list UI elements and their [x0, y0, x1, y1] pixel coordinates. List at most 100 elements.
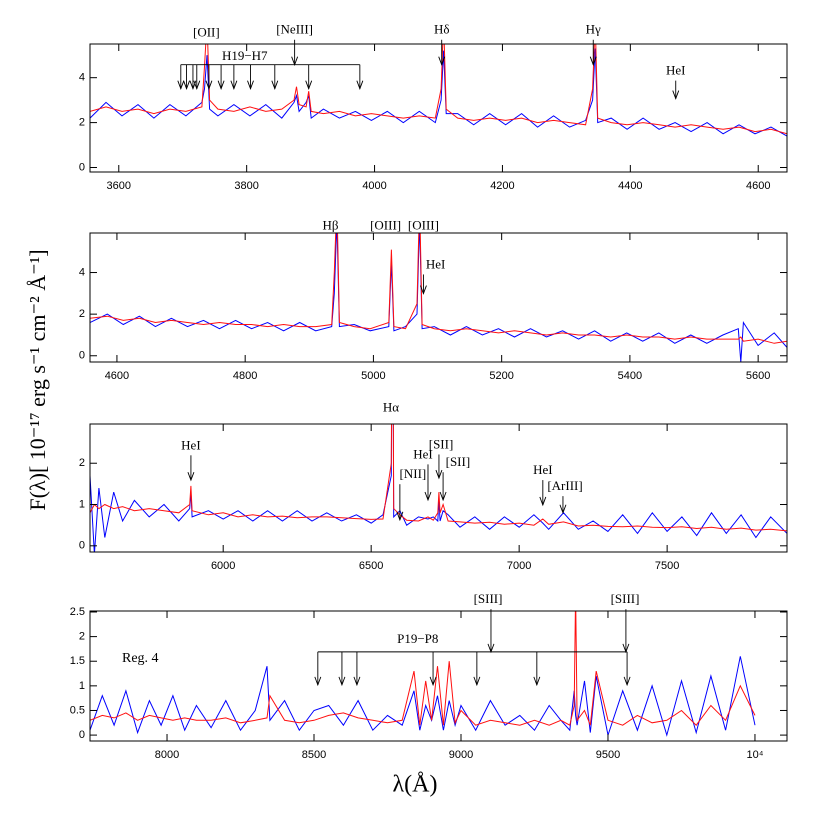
- x-tick-label: 6000: [211, 560, 235, 572]
- line-label: HeI: [181, 437, 201, 452]
- y-tick-label: 2.5: [70, 606, 85, 618]
- line-arrow-head: [435, 469, 443, 480]
- x-tick-label: 10⁴: [746, 749, 763, 761]
- x-tick-label: 8500: [302, 749, 326, 761]
- line-label: [NII]: [400, 466, 427, 481]
- spectrum-line: [90, 44, 787, 135]
- line-marker-head: [533, 676, 541, 687]
- line-marker-head: [193, 80, 201, 90]
- x-tick-label: 4800: [233, 370, 257, 382]
- line-label: [ArIII]: [547, 478, 582, 493]
- line-label: [SIII]: [611, 591, 640, 606]
- x-tick-label: 5200: [489, 370, 513, 382]
- x-tick-label: 4600: [746, 180, 770, 192]
- y-tick-label: 0.5: [70, 704, 85, 716]
- x-tick-label: 4400: [618, 180, 642, 192]
- x-tick-label: 5000: [361, 370, 385, 382]
- line-marker-head: [230, 80, 238, 90]
- plot-frame: [89, 43, 788, 173]
- y-tick-label: 1.5: [70, 655, 85, 667]
- y-tick-label: 0: [79, 161, 85, 173]
- spectrum-line: [90, 48, 787, 137]
- line-marker-head: [473, 676, 481, 687]
- line-label: Hα: [383, 399, 399, 414]
- group-label: P19−P8: [397, 631, 438, 646]
- y-tick-label: 0: [79, 350, 85, 362]
- y-tick-label: 4: [79, 266, 85, 278]
- line-marker-head: [217, 80, 225, 90]
- spectrum-line: [90, 233, 787, 344]
- line-label: [NeIII]: [276, 22, 313, 37]
- plot-frame: [89, 232, 788, 363]
- x-tick-label: 3800: [234, 180, 258, 192]
- line-arrow-head: [187, 471, 195, 482]
- y-axis-title: F(λ)[ 10⁻¹⁷ erg s⁻¹ cm⁻² Å⁻¹]: [25, 249, 50, 510]
- line-label: [SIII]: [474, 591, 503, 606]
- line-marker-head: [314, 676, 322, 687]
- line-arrow-head: [420, 285, 427, 295]
- line-label: Hβ: [322, 217, 338, 232]
- spectrum-line: [90, 233, 787, 362]
- line-arrow-head: [438, 56, 446, 66]
- line-arrow-head: [559, 504, 567, 515]
- x-axis-title: λ(Å): [393, 772, 438, 798]
- line-marker-head: [183, 80, 190, 90]
- line-marker-head: [356, 80, 364, 90]
- x-tick-label: 7000: [507, 560, 531, 572]
- line-marker-head: [623, 676, 631, 687]
- line-label: [OII]: [193, 25, 220, 40]
- x-tick-label: 4600: [105, 370, 129, 382]
- line-label: HeI: [533, 462, 553, 477]
- line-marker-head: [305, 80, 313, 90]
- y-tick-label: 1: [79, 680, 85, 692]
- y-tick-label: 0: [79, 729, 85, 741]
- spectrum-line: [90, 656, 756, 738]
- line-marker-head: [353, 676, 361, 687]
- line-arrow-head: [672, 90, 680, 100]
- y-tick-label: 2: [79, 631, 85, 643]
- line-label: Hγ: [586, 22, 601, 37]
- line-marker-head: [338, 676, 346, 687]
- x-tick-label: 8000: [155, 749, 179, 761]
- line-marker-head: [205, 80, 213, 90]
- line-marker-head: [271, 80, 279, 90]
- line-label: [OIII]: [408, 217, 439, 232]
- y-tick-label: 2: [79, 457, 85, 469]
- y-tick-label: 1: [79, 498, 85, 510]
- line-arrow-head: [539, 496, 547, 507]
- region-label: Reg. 4: [122, 651, 159, 666]
- y-tick-label: 2: [79, 308, 85, 320]
- x-tick-label: 4000: [362, 180, 386, 192]
- line-marker-head: [429, 676, 437, 687]
- y-tick-label: 0: [79, 540, 85, 552]
- x-tick-label: 5400: [618, 370, 642, 382]
- line-marker-head: [247, 80, 254, 90]
- line-arrow-head: [589, 56, 597, 66]
- line-arrow-head: [424, 491, 432, 502]
- line-label: HeI: [413, 446, 433, 461]
- line-arrow-head: [396, 511, 404, 522]
- x-tick-label: 4200: [490, 180, 514, 192]
- group-label: H19−H7: [222, 48, 268, 63]
- x-tick-label: 9500: [596, 749, 620, 761]
- x-tick-label: 7500: [655, 560, 679, 572]
- line-label: [SII]: [429, 436, 454, 451]
- y-tick-label: 4: [79, 72, 85, 84]
- line-label: HeI: [666, 63, 686, 78]
- spectrum-line: [90, 611, 756, 726]
- line-label: [SII]: [446, 454, 471, 469]
- line-arrow-head: [439, 491, 447, 502]
- line-label: HeI: [426, 256, 446, 271]
- line-marker-head: [177, 80, 185, 90]
- x-tick-label: 3600: [107, 180, 131, 192]
- x-tick-label: 9000: [449, 749, 473, 761]
- line-label: Hδ: [434, 22, 450, 37]
- y-tick-label: 2: [79, 117, 85, 129]
- spectrum-line: [90, 424, 787, 532]
- x-tick-label: 6500: [359, 560, 383, 572]
- line-label: [OIII]: [370, 217, 401, 232]
- plot-frame: [89, 610, 788, 742]
- plot-frame: [89, 423, 788, 553]
- x-tick-label: 5600: [746, 370, 770, 382]
